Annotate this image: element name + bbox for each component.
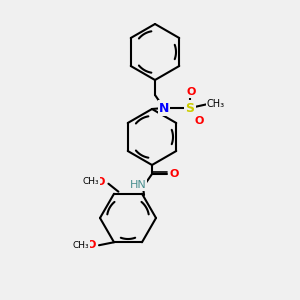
Text: CH₃: CH₃ [82, 177, 99, 186]
Text: O: O [86, 240, 96, 250]
Text: O: O [194, 116, 204, 126]
Text: S: S [185, 101, 194, 115]
Text: O: O [96, 177, 105, 187]
Text: O: O [169, 169, 179, 179]
Text: CH₃: CH₃ [207, 99, 225, 109]
Text: CH₃: CH₃ [73, 241, 89, 250]
Text: O: O [186, 87, 196, 97]
Text: N: N [159, 101, 169, 115]
Text: HN: HN [130, 180, 146, 190]
